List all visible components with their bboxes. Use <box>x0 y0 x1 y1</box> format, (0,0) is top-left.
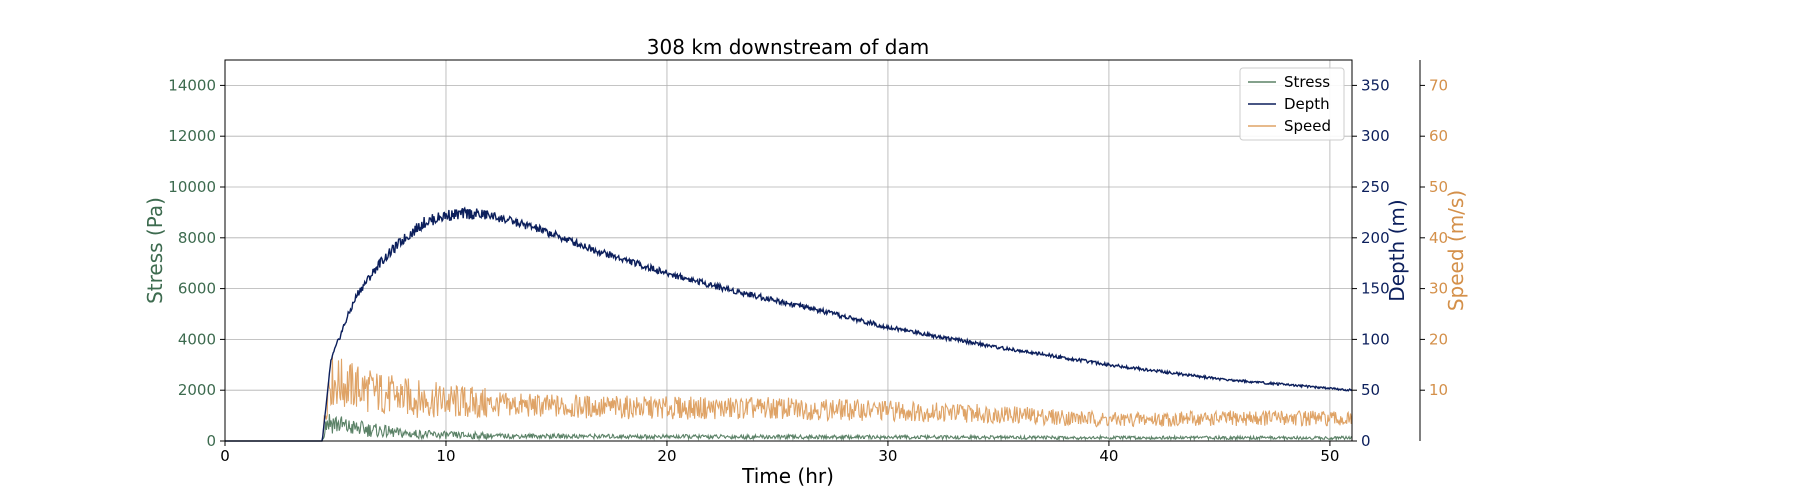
depth-tick-label: 250 <box>1361 178 1390 196</box>
speed-tick-label: 70 <box>1429 76 1448 94</box>
stress-tick-label: 12000 <box>168 127 216 145</box>
plot-area <box>225 206 1353 442</box>
x-tick-label: 20 <box>657 447 676 465</box>
x-tick-label: 50 <box>1320 447 1339 465</box>
stress-tick-label: 14000 <box>168 76 216 94</box>
speed-tick-label: 60 <box>1429 127 1448 145</box>
depth-tick-label: 100 <box>1361 330 1390 348</box>
depth-tick-label: 300 <box>1361 127 1390 145</box>
series-line-stress <box>225 414 1353 442</box>
stress-tick-label: 4000 <box>178 330 216 348</box>
depth-axis-label: Depth (m) <box>1385 199 1409 301</box>
stress-axis-label: Stress (Pa) <box>143 197 167 304</box>
legend-label-stress: Stress <box>1284 73 1330 91</box>
legend-label-depth: Depth <box>1284 95 1330 113</box>
legend-label-speed: Speed <box>1284 117 1331 135</box>
chart-title: 308 km downstream of dam <box>647 35 929 59</box>
stress-tick-label: 0 <box>206 432 216 450</box>
x-axis-label: Time (hr) <box>741 464 834 488</box>
series-line-depth <box>225 206 1353 442</box>
plot-frame <box>224 59 1353 442</box>
x-tick-label: 40 <box>1099 447 1118 465</box>
depth-tick-label: 200 <box>1361 229 1390 247</box>
x-tick-label: 0 <box>220 447 230 465</box>
speed-tick-label: 40 <box>1429 229 1448 247</box>
speed-tick-label: 20 <box>1429 330 1448 348</box>
stress-tick-label: 10000 <box>168 178 216 196</box>
depth-tick-label: 50 <box>1361 381 1380 399</box>
stress-tick-label: 2000 <box>178 381 216 399</box>
depth-tick-label: 350 <box>1361 76 1390 94</box>
depth-tick-label: 150 <box>1361 280 1390 298</box>
stress-tick-label: 6000 <box>178 280 216 298</box>
speed-tick-label: 10 <box>1429 381 1448 399</box>
legend-box <box>1239 67 1345 141</box>
speed-axis-label: Speed (m/s) <box>1444 190 1468 311</box>
depth-tick-label: 0 <box>1361 432 1371 450</box>
axes: 0 10 20 30 40 5002000400060008000100001200014… <box>143 60 1468 465</box>
speed-tick-label: 50 <box>1429 178 1448 196</box>
x-tick-label: 30 <box>878 447 897 465</box>
x-tick-label: 10 <box>436 447 455 465</box>
speed-tick-label: 30 <box>1429 280 1448 298</box>
series-line-speed <box>225 355 1353 442</box>
stress-tick-label: 8000 <box>178 229 216 247</box>
legend: Stress Depth Speed <box>1239 67 1345 141</box>
